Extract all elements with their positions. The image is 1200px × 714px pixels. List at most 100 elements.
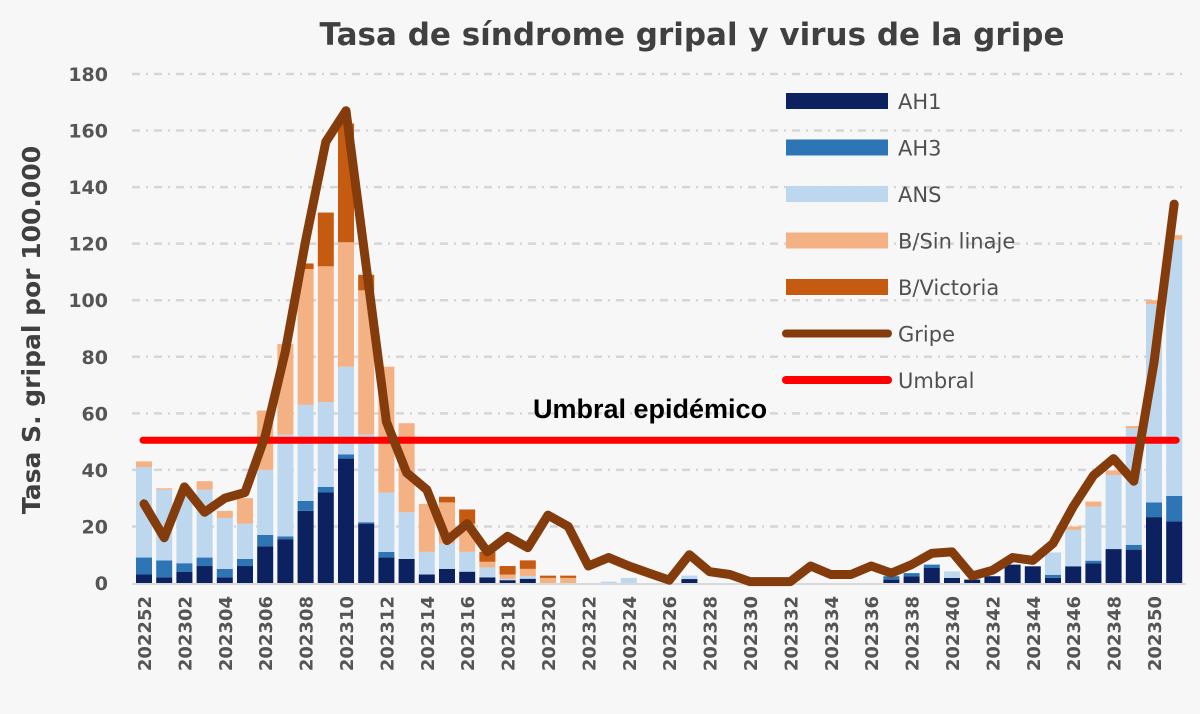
bar-segment-ah1 [923, 568, 940, 583]
bar-segment-ah3 [358, 522, 375, 524]
y-tick-label: 120 [68, 234, 108, 256]
y-tick-label: 80 [82, 347, 108, 369]
bar-segment-ah1 [519, 578, 536, 583]
bar-segment-ah3 [136, 557, 152, 575]
bar-segment-ans [257, 469, 274, 535]
bar-segment-b-victoria [519, 560, 536, 569]
bar-segment-b-victoria [439, 496, 455, 503]
bar-segment-ans [237, 523, 253, 559]
x-tick-label: 202252 [135, 596, 156, 671]
bar-segment-ans [681, 575, 698, 580]
x-tick-label: 202304 [216, 596, 237, 671]
bar-segment-ah3 [1045, 574, 1061, 578]
bar-segment-b-sin-linaje [216, 510, 233, 518]
bar-segment-b-sin-linaje [156, 488, 173, 490]
bar-segment-ah3 [903, 573, 920, 577]
umbral-annotation: Umbral epidémico [533, 394, 767, 424]
bar-segment-b-sin-linaje [1146, 300, 1162, 305]
x-tick-label: 202336 [862, 596, 883, 671]
y-tick-label: 140 [68, 177, 108, 199]
bar-segment-ans [479, 567, 496, 578]
bar-segment-b-sin-linaje [1105, 470, 1122, 475]
bar-segment-ah3 [1085, 560, 1102, 564]
bar-segment-ah3 [277, 536, 294, 540]
x-tick-label: 202338 [903, 596, 924, 671]
bar-segment-ah3 [216, 568, 233, 578]
bar-segment-b-sin-linaje [1065, 526, 1082, 530]
legend-label: B/Victoria [898, 276, 999, 300]
bar-segment-ah3 [176, 563, 193, 572]
bar-segment-ah1 [176, 571, 193, 583]
legend-swatch-b-victoria [786, 279, 888, 295]
y-tick-label: 160 [68, 121, 108, 143]
x-tick-label: 202318 [499, 596, 520, 671]
bar-segment-b-sin-linaje [1125, 426, 1142, 429]
bar-segment-ah3 [1125, 544, 1142, 550]
bar-segment-ah3 [338, 454, 354, 459]
bar-segment-ans [1045, 552, 1061, 575]
bar-segment-ah3 [1146, 502, 1162, 518]
bar-segment-ah1 [418, 574, 435, 583]
bar-segment-ah1 [883, 579, 900, 583]
x-tick-label: 202308 [297, 596, 318, 671]
bar-segment-b-sin-linaje [560, 577, 577, 583]
bar-segment-ans [216, 517, 233, 569]
legend-label: AH3 [898, 137, 942, 161]
bar-segment-ah1 [1085, 563, 1102, 583]
bar-segment-ah1 [1065, 566, 1082, 583]
y-tick-label: 0 [95, 573, 108, 595]
bar-segment-b-sin-linaje [297, 269, 314, 405]
x-tick-labels: 202252 202302 202304 202306 202308 202310 2023… [135, 596, 1166, 671]
bar-segment-ah1 [196, 566, 213, 583]
x-tick-label: 202316 [458, 596, 479, 671]
bar-segment-ah3 [923, 564, 940, 569]
bar-segment-b-sin-linaje [196, 481, 213, 490]
y-tick-labels: 0 20 40 60 80 100 120 140 160 180 [68, 64, 108, 595]
legend-swatch-ah1 [786, 93, 888, 109]
x-tick-label: 202344 [1024, 596, 1045, 671]
bar-segment-ah1 [1045, 577, 1061, 583]
bar-segment-ans [358, 434, 375, 523]
bar-segment-ans [944, 571, 960, 578]
bar-segment-b-sin-linaje [1085, 501, 1102, 507]
y-tick-label: 40 [82, 460, 108, 482]
x-tick-label: 202310 [337, 596, 358, 671]
bar-segment-ah1 [317, 492, 334, 583]
bar-segment-ah1 [277, 539, 294, 583]
bar-segment-ah3 [378, 551, 395, 558]
x-tick-label: 202346 [1064, 596, 1085, 671]
bar-segment-ah3 [156, 560, 173, 578]
bar-segment-ah1 [479, 577, 496, 583]
bar-segment-ah1 [903, 576, 920, 583]
bar-segment-ah1 [156, 577, 173, 583]
bar-segment-ans [1065, 529, 1082, 567]
bar-segment-ans [317, 402, 334, 487]
legend-label: ANS [898, 183, 941, 207]
bar-segment-b-sin-linaje [317, 266, 334, 403]
bar-segment-ah1 [459, 571, 476, 583]
bar-segment-ah3 [196, 557, 213, 567]
bar-segment-ans [378, 492, 395, 552]
x-tick-label: 202328 [701, 596, 722, 671]
legend-swatch-b-sin-linaje [786, 232, 888, 249]
bar-segment-b-victoria [317, 212, 334, 267]
y-tick-label: 60 [82, 403, 108, 425]
bar-segment-ans [1105, 474, 1122, 550]
x-tick-label: 202320 [539, 596, 560, 671]
bar-segment-ah1 [1125, 549, 1142, 583]
x-tick-label: 202334 [822, 596, 843, 671]
legend-label: AH1 [898, 90, 942, 114]
bar-segment-ah3 [257, 534, 274, 547]
bar-segment-b-sin-linaje [499, 574, 516, 579]
bar-segment-ah1 [984, 576, 1001, 583]
bar-segment-ans [176, 495, 193, 564]
bar-segment-ah1 [237, 566, 253, 583]
bar-segment-ah1 [398, 558, 415, 583]
legend-label: Gripe [898, 323, 955, 347]
x-tick-label: 202332 [781, 596, 802, 671]
x-tick-label: 202348 [1105, 596, 1126, 671]
bar-segment-b-sin-linaje [237, 498, 253, 524]
x-tick-label: 202324 [620, 596, 641, 671]
x-tick-label: 202306 [256, 596, 277, 671]
